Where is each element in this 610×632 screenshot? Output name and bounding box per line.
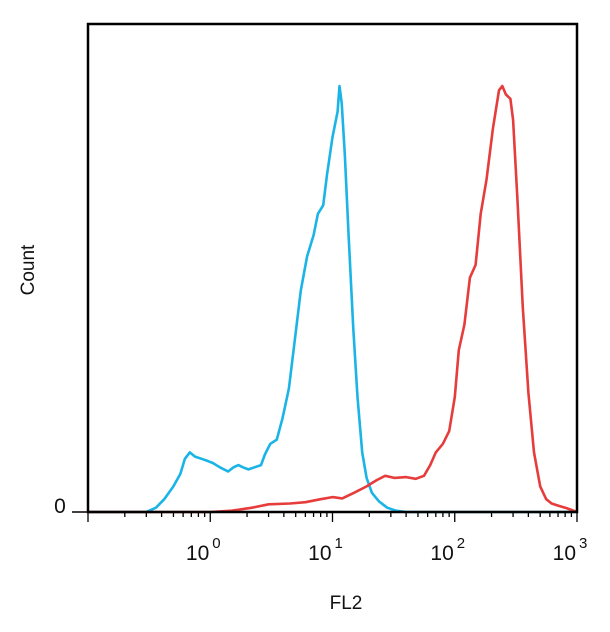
x-tick-label-exponent: 1 xyxy=(335,535,343,552)
x-tick-label: 10 1 xyxy=(308,535,343,565)
y-axis-label: Count xyxy=(18,244,39,295)
y-tick-label-0: 0 xyxy=(54,495,66,518)
x-tick-label-base: 10 xyxy=(553,542,576,565)
x-axis-label: FL2 xyxy=(330,593,363,614)
series-line-2 xyxy=(88,84,578,514)
x-tick-label-exponent: 2 xyxy=(457,535,465,552)
x-tick-label-base: 10 xyxy=(430,542,453,565)
chart-marks xyxy=(88,84,578,514)
x-tick-label-exponent: 0 xyxy=(212,535,220,552)
x-axis-ticks xyxy=(87,512,578,522)
x-tick-label: 10 0 xyxy=(186,535,221,565)
x-axis-tick-labels: 10 0 10 1 10 2 10 3 xyxy=(186,535,587,565)
x-tick-label: 10 2 xyxy=(430,535,465,565)
plot-frame xyxy=(86,22,579,514)
x-tick-label: 10 3 xyxy=(553,535,588,565)
series-line-1 xyxy=(88,84,577,514)
x-tick-label-base: 10 xyxy=(308,542,331,565)
x-tick-label-base: 10 xyxy=(186,542,209,565)
x-tick-label-exponent: 3 xyxy=(579,535,587,552)
